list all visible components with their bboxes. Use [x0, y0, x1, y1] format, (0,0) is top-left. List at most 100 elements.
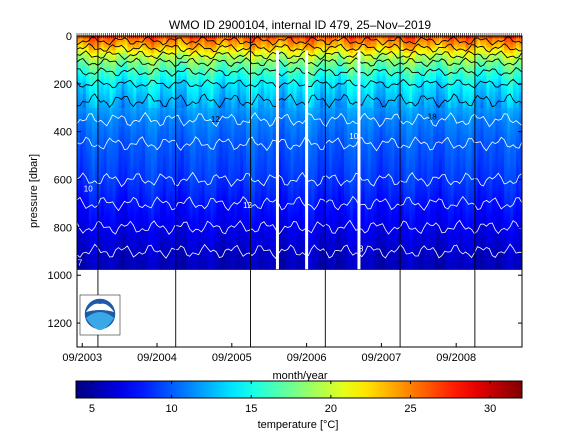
heat-cell [142, 168, 146, 172]
heat-cell [88, 113, 93, 117]
heat-cell [106, 38, 111, 43]
heat-cell [85, 173, 90, 178]
heat-cell [186, 133, 191, 138]
heat-cell [115, 119, 120, 123]
heat-cell [82, 76, 87, 80]
heat-cell [94, 251, 99, 255]
heat-cell [127, 259, 131, 264]
heat-cell [168, 64, 173, 69]
heat-cell [109, 113, 114, 117]
heat-cell [115, 67, 120, 72]
heat-cell [192, 153, 197, 158]
heat-cell [133, 56, 137, 60]
heat-cell [180, 170, 185, 175]
heat-cell [79, 113, 84, 117]
heat-cell [171, 191, 176, 195]
heat-cell [133, 113, 137, 117]
heat-cell [204, 254, 209, 258]
heat-cell [177, 58, 182, 63]
heat-cell [124, 79, 129, 83]
heat-cell [127, 38, 131, 43]
heat-cell [189, 110, 194, 115]
heat-cell [201, 145, 206, 149]
heat-cell [177, 99, 182, 103]
heat-cell [166, 196, 170, 201]
heat-cell [88, 268, 93, 270]
heat-cell [171, 262, 176, 267]
heat-cell [180, 81, 185, 86]
heat-cell [121, 127, 126, 132]
heat-cell [121, 257, 126, 261]
heat-cell [136, 165, 140, 169]
heat-cell [160, 145, 164, 149]
heat-cell [133, 139, 137, 143]
heat-cell [192, 205, 197, 209]
heat-cell [198, 99, 203, 103]
heat-cell [168, 76, 173, 80]
heat-cell [171, 156, 176, 161]
heat-cell [88, 202, 93, 206]
heat-cell [171, 168, 176, 172]
heat-cell [160, 67, 164, 72]
heat-cell [168, 170, 173, 175]
heat-cell [195, 41, 200, 46]
heat-cell [180, 191, 185, 195]
heat-cell [139, 50, 143, 54]
heat-cell [85, 116, 90, 120]
heat-cell [136, 61, 140, 66]
heat-cell [157, 127, 161, 132]
heat-cell [180, 211, 185, 215]
heat-cell [136, 127, 140, 132]
heat-cell [115, 176, 120, 181]
heat-cell [157, 156, 161, 161]
heat-cell [88, 248, 93, 252]
heat-cell [127, 53, 131, 57]
heat-cell [115, 99, 120, 103]
heat-cell [127, 107, 131, 112]
heat-cell [177, 136, 182, 140]
heat-cell [106, 205, 111, 209]
heat-cell [204, 173, 209, 178]
heat-cell [177, 265, 182, 270]
heat-cell [136, 216, 140, 221]
heat-cell [79, 228, 84, 232]
heat-cell [124, 122, 129, 126]
heat-cell [100, 93, 105, 97]
heat-cell [112, 262, 117, 267]
heat-cell [124, 239, 129, 244]
heat-cell [168, 188, 173, 192]
heat-cell [148, 236, 152, 241]
heat-cell [85, 84, 90, 89]
heat-cell [183, 245, 188, 250]
heat-cell [201, 213, 206, 218]
heat-cell [168, 110, 173, 115]
heat-cell [94, 173, 99, 178]
heat-cell [168, 173, 173, 178]
heat-cell [177, 142, 182, 146]
heat-cell [198, 142, 203, 146]
heat-cell [133, 185, 137, 189]
heat-cell [127, 113, 131, 117]
heat-cell [115, 265, 120, 270]
heat-cell [91, 265, 96, 270]
heat-cell [88, 193, 93, 198]
heat-cell [109, 76, 114, 80]
heat-cell [79, 156, 84, 161]
heat-cell [157, 173, 161, 178]
heat-cell [151, 87, 155, 92]
heat-cell [160, 188, 164, 192]
heat-cell [91, 90, 96, 95]
heat-cell [109, 53, 114, 57]
heat-cell [127, 93, 131, 97]
heat-cell [198, 81, 203, 86]
heat-cell [115, 234, 120, 238]
heat-cell [100, 170, 105, 175]
heat-cell [204, 104, 209, 109]
heat-cell [109, 44, 114, 49]
heat-cell [183, 124, 188, 129]
heat-cell [133, 251, 137, 255]
heat-cell [145, 199, 149, 204]
heat-cell [198, 257, 203, 261]
heat-cell [124, 216, 129, 221]
heat-cell [121, 245, 126, 250]
